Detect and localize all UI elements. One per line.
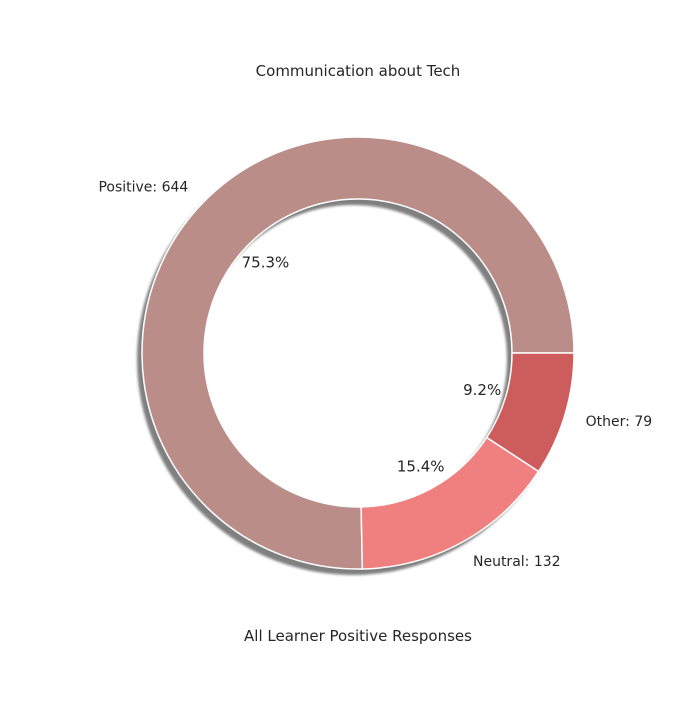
slice-neutral <box>360 436 540 570</box>
slice-positive <box>141 136 575 570</box>
percent-label-other: 9.2% <box>463 381 501 399</box>
donut-labels: Positive: 644 75.3% Neutral: 132 15.4% Other… <box>98 180 652 570</box>
slice-label-neutral: Neutral: 132 <box>473 554 561 570</box>
chart-title: Communication about Tech <box>256 62 461 80</box>
slice-label-other: Other: 79 <box>586 414 653 430</box>
slice-other <box>486 352 575 473</box>
x-axis-label: All Learner Positive Responses <box>244 627 472 645</box>
slice-label-positive: Positive: 644 <box>98 180 188 196</box>
percent-label-neutral: 15.4% <box>397 457 445 475</box>
donut-slices <box>141 136 575 570</box>
percent-label-positive: 75.3% <box>242 253 290 271</box>
